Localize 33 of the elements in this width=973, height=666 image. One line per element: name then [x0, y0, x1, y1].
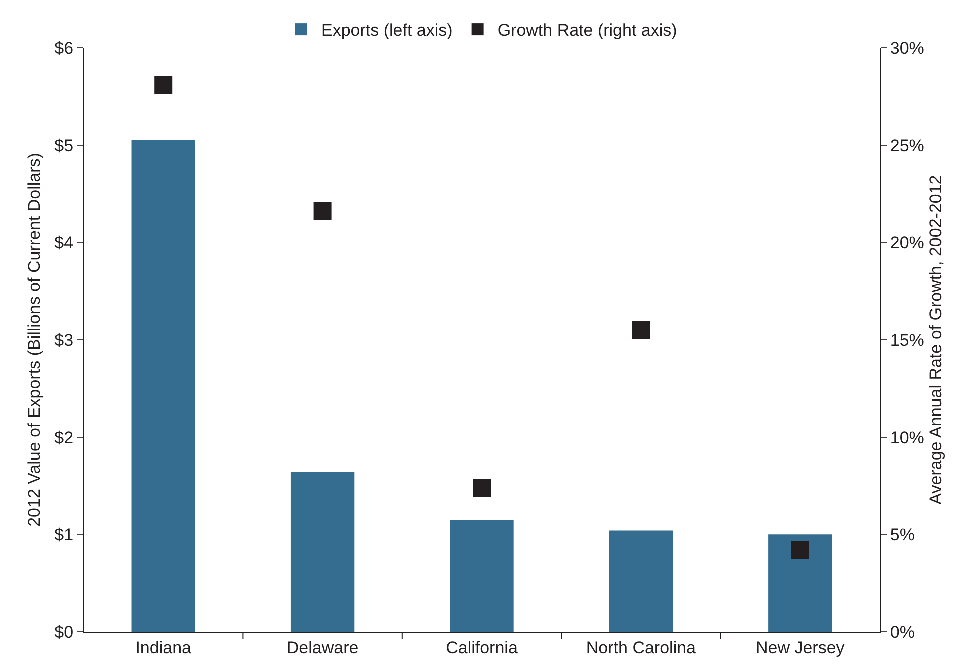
- legend-label: Exports (left axis): [322, 21, 453, 40]
- bar: [132, 140, 196, 632]
- y2-tick-label: 5%: [890, 526, 915, 545]
- bar: [768, 534, 832, 632]
- y2-tick-label: 10%: [890, 428, 924, 448]
- y2-tick-label: 25%: [890, 136, 924, 156]
- y-tick-label: $0: [54, 622, 74, 642]
- bar: [609, 530, 674, 632]
- point: [632, 321, 650, 340]
- y-tick-label: $2: [54, 428, 74, 448]
- point: [154, 76, 173, 94]
- y2-tick-label: 0%: [890, 622, 915, 642]
- y-tick-label: $4: [54, 234, 74, 253]
- point: [473, 478, 491, 497]
- bar: [450, 520, 514, 632]
- y-tick-label: $5: [54, 136, 74, 156]
- y-axis-title: 2012 Value of Exports (Billions of Current Dollars): [25, 153, 44, 527]
- legend-label: Growth Rate (right axis): [498, 21, 678, 40]
- point: [314, 202, 332, 221]
- x-tick-label: California: [446, 638, 518, 658]
- bar: [290, 472, 355, 632]
- x-tick-label: Delaware: [286, 638, 359, 658]
- y2-tick-label: 20%: [890, 234, 924, 253]
- y2-tick-label: 15%: [890, 330, 924, 350]
- y-tick-label: $3: [54, 330, 74, 350]
- x-tick-label: New Jersey: [756, 638, 846, 658]
- point: [791, 541, 810, 560]
- y-tick-label: $1: [54, 526, 74, 545]
- y2-tick-label: 30%: [890, 38, 924, 58]
- x-tick-label: North Carolina: [586, 638, 697, 658]
- y-tick-label: $6: [54, 38, 74, 58]
- x-tick-label: Indiana: [136, 638, 192, 658]
- y2-axis-title: Average Annual Rate of Growth, 2002-2012: [926, 175, 946, 505]
